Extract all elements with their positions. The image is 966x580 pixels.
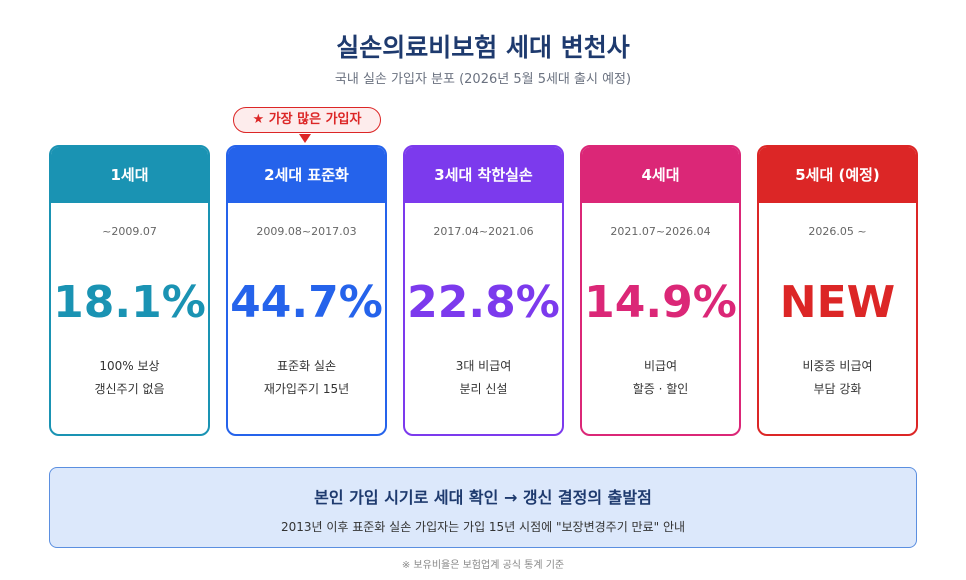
- card-value: 14.9%: [584, 277, 737, 328]
- card-period: ~2009.07: [102, 225, 157, 238]
- notice-text: 2013년 이후 표준화 실손 가입자는 가입 15년 시점에 "보장변경주기 …: [280, 520, 686, 534]
- footnote: ※ 보유비율은 보험업계 공식 통계 기준: [401, 560, 565, 571]
- card-desc: 3대 비급여: [455, 359, 512, 373]
- notice-box: 본인 가입 시기로 세대 확인 → 갱신 결정의 출발점 2013년 이후 표준…: [49, 467, 917, 548]
- card-desc: 재가입주기 15년: [263, 382, 350, 396]
- card-desc: 비급여: [643, 359, 678, 373]
- subtitle: 국내 실손 가입자 분포 (2026년 5월 5세대 출시 예정): [334, 72, 632, 87]
- card-value: NEW: [779, 277, 896, 328]
- card-desc: 부담 강화: [813, 382, 862, 396]
- card-period: 2017.04~2021.06: [433, 225, 534, 238]
- title: 실손의료비보험 세대 변천사: [336, 33, 630, 62]
- badge: ★ 가장 많은 가입자: [233, 107, 381, 133]
- card-desc: 100% 보상: [99, 359, 160, 373]
- card-desc: 비중증 비급여: [802, 359, 873, 373]
- card-value: 22.8%: [407, 277, 560, 328]
- notice-title: 본인 가입 시기로 세대 확인 → 갱신 결정의 출발점: [314, 488, 652, 507]
- badge-arrow: [299, 134, 311, 143]
- card-header: 1세대: [51, 147, 208, 203]
- card-period: 2026.05 ~: [808, 225, 867, 238]
- card-value: 44.7%: [230, 277, 383, 328]
- card-desc: 분리 신설: [459, 382, 508, 396]
- card-header: 2세대 표준화: [228, 147, 385, 203]
- card-desc: 갱신주기 없음: [94, 382, 165, 396]
- card-header: 3세대 착한실손: [405, 147, 562, 203]
- card-desc: 표준화 실손: [276, 359, 336, 373]
- card-value: 18.1%: [53, 277, 206, 328]
- card-header: 5세대 (예정): [759, 147, 916, 203]
- card-period: 2009.08~2017.03: [256, 225, 357, 238]
- card-desc: 할증 · 할인: [632, 382, 689, 396]
- card-header: 4세대: [582, 147, 739, 203]
- card-period: 2021.07~2026.04: [610, 225, 711, 238]
